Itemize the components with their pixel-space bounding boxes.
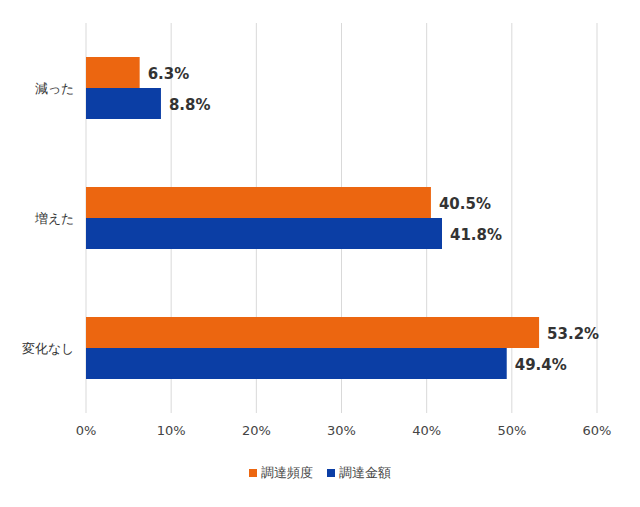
grid-line: [597, 23, 598, 413]
data-label: 6.3%: [148, 65, 190, 83]
legend-label: 調達頻度: [261, 465, 313, 480]
bar: [86, 218, 442, 249]
bar: [86, 57, 140, 88]
bar: [86, 317, 539, 348]
category-label: 増えた: [34, 211, 74, 226]
grid-line: [511, 23, 512, 413]
chart-svg: 0% 10% 20% 30% 40% 50% 60% 6.3% 8.8% 40.5% 41.8% 53…: [0, 0, 640, 507]
bar: [86, 88, 161, 119]
tick-label: 60%: [583, 423, 612, 438]
grid: [86, 23, 597, 413]
legend-label: 調達金額: [339, 465, 391, 480]
tick-label: 30%: [327, 423, 356, 438]
data-label: 53.2%: [547, 325, 599, 343]
bar: [86, 348, 507, 379]
tick-label: 10%: [157, 423, 186, 438]
legend-swatch: [249, 469, 257, 477]
bars: [86, 57, 539, 379]
tick-label: 50%: [497, 423, 526, 438]
legend-item: 調達金額: [327, 465, 391, 480]
legend-item: 調達頻度: [249, 465, 313, 480]
data-label: 41.8%: [450, 226, 502, 244]
bar: [86, 187, 431, 218]
legend: 調達頻度 調達金額: [249, 465, 391, 480]
chart-container: 0% 10% 20% 30% 40% 50% 60% 6.3% 8.8% 40.5% 41.8% 53…: [0, 0, 640, 507]
tick-label: 40%: [412, 423, 441, 438]
legend-swatch: [327, 469, 335, 477]
background: [0, 0, 640, 507]
tick-label: 20%: [242, 423, 271, 438]
data-label: 8.8%: [169, 96, 211, 114]
category-label: 減った: [35, 81, 74, 96]
category-label: 変化なし: [22, 341, 74, 356]
tick-label: 0%: [76, 423, 97, 438]
data-labels: 6.3% 8.8% 40.5% 41.8% 53.2% 49.4%: [148, 65, 599, 374]
data-label: 40.5%: [439, 195, 491, 213]
data-label: 49.4%: [515, 356, 567, 374]
